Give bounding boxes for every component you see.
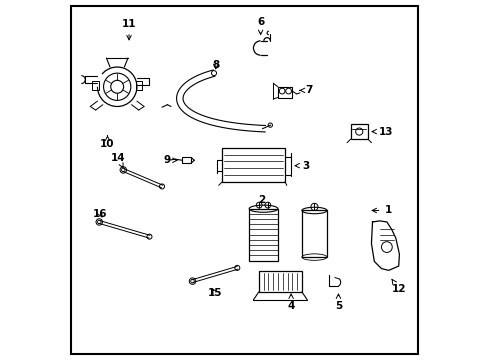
Text: 6: 6: [257, 17, 264, 35]
Bar: [249, 209, 277, 261]
Text: 14: 14: [111, 153, 125, 167]
Text: 9: 9: [163, 155, 177, 165]
Text: 10: 10: [100, 136, 115, 149]
Text: 13: 13: [371, 127, 393, 136]
Bar: [136, 81, 142, 90]
Text: 8: 8: [212, 60, 219, 70]
Bar: [92, 81, 99, 90]
Text: 11: 11: [122, 19, 136, 40]
Text: 16: 16: [93, 209, 107, 219]
Text: 15: 15: [207, 288, 222, 298]
Bar: [182, 157, 191, 163]
Bar: [350, 124, 367, 139]
Text: 3: 3: [294, 161, 308, 171]
Bar: [277, 87, 292, 98]
Text: 1: 1: [371, 206, 391, 216]
Bar: [301, 211, 326, 257]
Bar: [222, 148, 285, 182]
Text: 4: 4: [287, 294, 294, 311]
Text: 2: 2: [258, 195, 265, 205]
Bar: [258, 271, 301, 292]
Text: 7: 7: [299, 85, 312, 95]
Text: 5: 5: [334, 294, 342, 311]
Text: 12: 12: [391, 279, 405, 294]
